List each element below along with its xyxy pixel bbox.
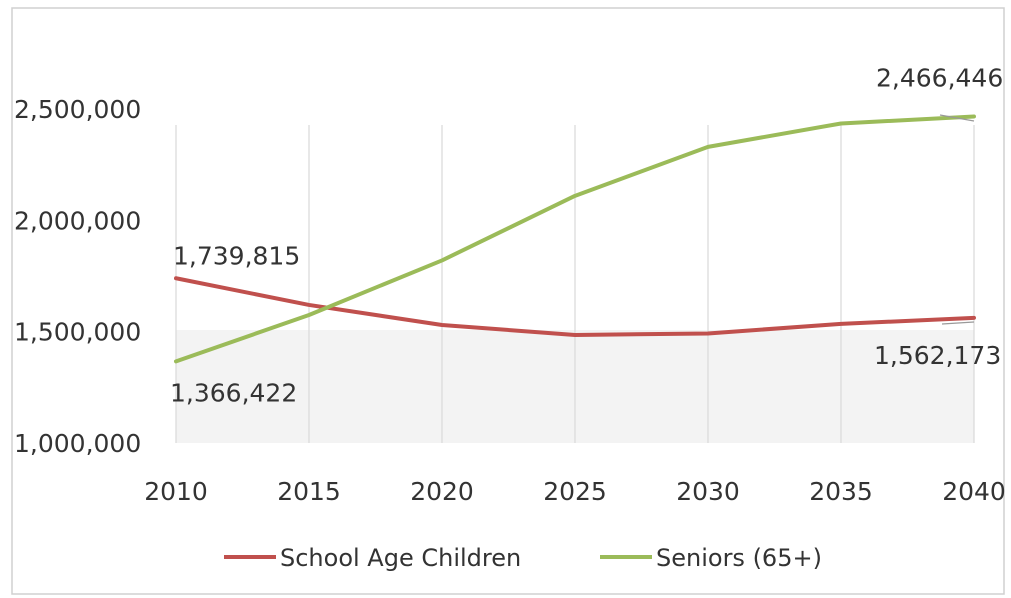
leader-line xyxy=(939,114,975,122)
y-tick-label: 2,500,000 xyxy=(14,95,141,124)
data-label: 1,739,815 xyxy=(173,241,300,270)
x-tick-label: 2040 xyxy=(942,477,1006,506)
data-labels: 1,739,815 1,366,422 2,466,446 1,562,173 xyxy=(170,63,1003,407)
leader-line xyxy=(941,321,975,325)
x-tick-label: 2035 xyxy=(809,477,873,506)
y-tick-label: 2,000,000 xyxy=(14,206,141,235)
x-tick-label: 2020 xyxy=(410,477,474,506)
series-lines xyxy=(174,114,976,364)
series-line-1 xyxy=(174,114,976,364)
x-tick-label: 2015 xyxy=(277,477,341,506)
y-axis-ticks: 1,000,000 1,500,000 2,000,000 2,500,000 xyxy=(14,95,141,458)
x-axis-ticks: 2010 2015 2020 2025 2030 2035 2040 xyxy=(144,477,1006,506)
x-tick-label: 2010 xyxy=(144,477,208,506)
legend-label-1: Seniors (65+) xyxy=(656,544,822,572)
legend-label-0: School Age Children xyxy=(280,544,521,572)
data-label: 1,562,173 xyxy=(874,341,1001,370)
x-tick-label: 2030 xyxy=(676,477,740,506)
legend: School Age Children Seniors (65+) xyxy=(224,544,822,572)
x-tick-label: 2025 xyxy=(543,477,607,506)
grid-lines xyxy=(175,125,975,443)
y-tick-label: 1,000,000 xyxy=(14,429,141,458)
series-line-0 xyxy=(174,276,976,338)
chart-frame xyxy=(11,7,1005,595)
y-tick-label: 1,500,000 xyxy=(14,318,141,347)
data-label: 2,466,446 xyxy=(876,63,1003,92)
data-label: 1,366,422 xyxy=(170,378,297,407)
